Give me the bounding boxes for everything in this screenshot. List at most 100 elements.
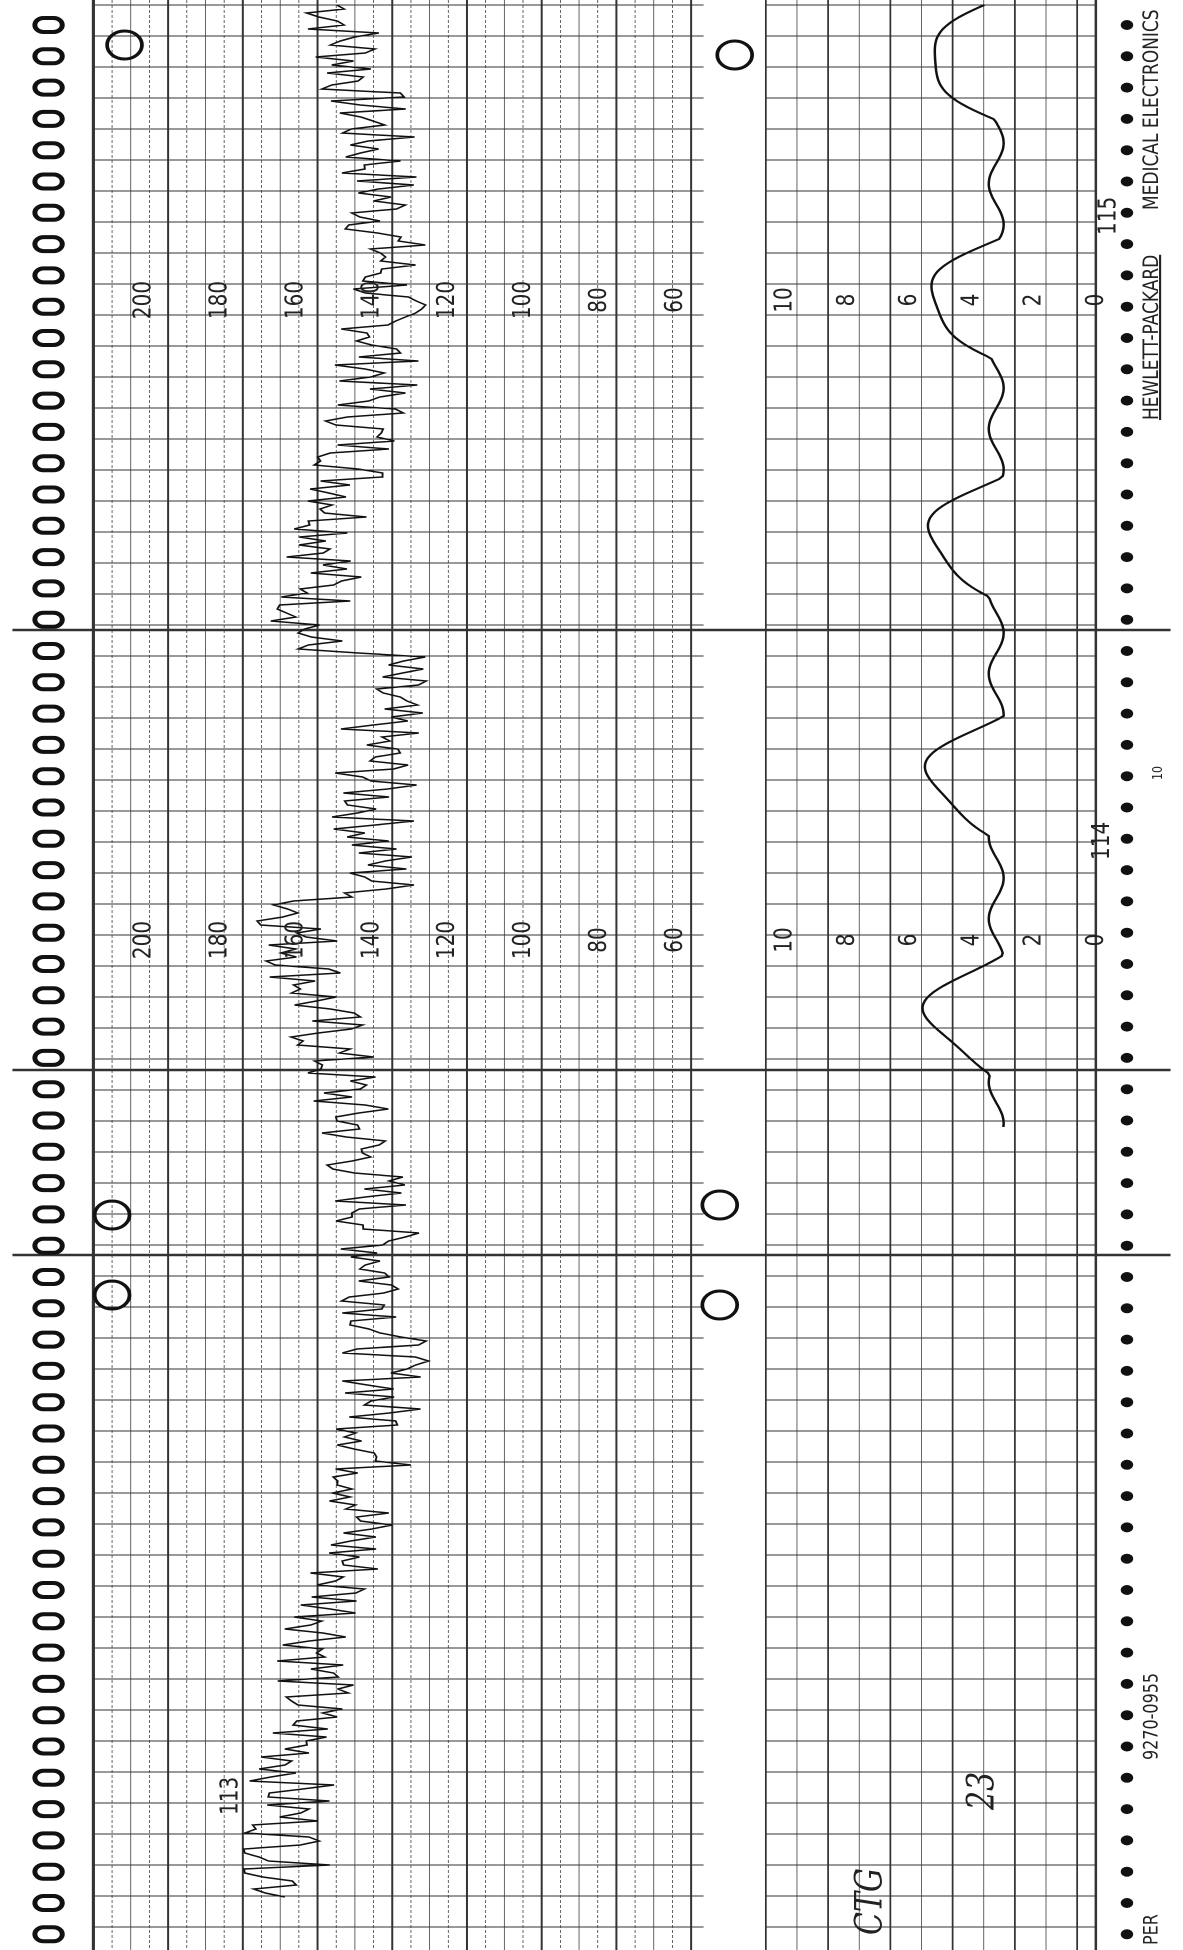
fhr-scale-label: 200: [128, 921, 157, 959]
paper: 113 114 115 HEWLETT-PACKARD MEDICAL ELEC…: [0, 0, 1183, 1950]
dot: [1121, 396, 1133, 406]
uc-scale-label: 10: [770, 927, 799, 952]
dot: [1121, 646, 1133, 656]
marker: 10: [1149, 766, 1166, 780]
dot: [1121, 1429, 1133, 1439]
uc-scale-label: 4: [956, 934, 985, 947]
dot: [1121, 1585, 1133, 1595]
dot: [1121, 865, 1133, 875]
page-number: 115: [1093, 197, 1122, 235]
dot: [1121, 834, 1133, 844]
brand: HEWLETT-PACKARD: [1138, 255, 1163, 420]
dot: [1121, 803, 1133, 813]
dot: [1121, 333, 1133, 343]
fhr-scale-label: 180: [204, 921, 233, 959]
dot: [1121, 1773, 1133, 1783]
uc-scale-label: 8: [832, 294, 861, 307]
dot: [1121, 364, 1133, 374]
dot: [1121, 1679, 1133, 1689]
fhr-scale-label: 100: [508, 281, 537, 319]
dot: [1121, 177, 1133, 187]
dot: [1121, 1178, 1133, 1188]
dot: [1121, 1460, 1133, 1470]
dot: [1121, 677, 1133, 687]
dot: [1121, 1554, 1133, 1564]
dot: [1121, 1272, 1133, 1282]
dot: [1121, 1929, 1133, 1939]
paper-label: PER: [1140, 1914, 1163, 1945]
fhr-scale-label: 140: [356, 921, 385, 959]
dot: [1121, 1084, 1133, 1094]
fhr-scale-label: 200: [128, 281, 157, 319]
dot: [1121, 1303, 1133, 1313]
dot: [1121, 1366, 1133, 1376]
dot: [1121, 896, 1133, 906]
division: MEDICAL ELECTRONICS: [1138, 9, 1163, 210]
dot: [1121, 583, 1133, 593]
dot: [1121, 740, 1133, 750]
fhr-scale-label: 60: [660, 927, 689, 952]
dot: [1121, 51, 1133, 61]
dot: [1121, 1209, 1133, 1219]
dot: [1121, 615, 1133, 625]
dot: [1121, 1898, 1133, 1908]
uc-scale-label: 0: [1081, 294, 1110, 307]
dot: [1121, 458, 1133, 468]
dot: [1121, 1867, 1133, 1877]
annotation: 23: [959, 1772, 1002, 1811]
dot: [1121, 1022, 1133, 1032]
dot: [1121, 1710, 1133, 1720]
uc-scale-label: 10: [770, 287, 799, 312]
fhr-scale-label: 80: [584, 927, 613, 952]
dot: [1121, 990, 1133, 1000]
dot: [1121, 427, 1133, 437]
uc-scale-label: 8: [832, 934, 861, 947]
page-number: 113: [215, 1777, 244, 1815]
ctg-strip: 113 114 115 HEWLETT-PACKARD MEDICAL ELEC…: [0, 0, 1183, 1950]
dot: [1121, 1397, 1133, 1407]
annotation: CTG: [847, 1868, 890, 1935]
dot: [1121, 771, 1133, 781]
fhr-scale-label: 120: [432, 281, 461, 319]
uc-scale-label: 2: [1019, 934, 1048, 947]
fhr-scale-label: 160: [280, 281, 309, 319]
dot: [1121, 1522, 1133, 1532]
dot: [1121, 1835, 1133, 1845]
dot: [1121, 928, 1133, 938]
fhr-scale-label: 140: [356, 281, 385, 319]
paper-code: 9270-0955: [1140, 1673, 1163, 1760]
dot: [1121, 270, 1133, 280]
dot: [1121, 1335, 1133, 1345]
dot: [1121, 959, 1133, 969]
dot: [1121, 1116, 1133, 1126]
dot: [1121, 490, 1133, 500]
dot: [1121, 20, 1133, 30]
dot: [1121, 208, 1133, 218]
dot: [1121, 521, 1133, 531]
dot: [1121, 145, 1133, 155]
dot: [1121, 239, 1133, 249]
dot: [1121, 1616, 1133, 1626]
fhr-scale-label: 160: [280, 921, 309, 959]
page-number: 114: [1087, 822, 1116, 860]
dot: [1121, 1147, 1133, 1157]
dot: [1121, 1053, 1133, 1063]
fhr-scale-label: 80: [584, 287, 613, 312]
fhr-scale-label: 120: [432, 921, 461, 959]
fhr-scale-label: 180: [204, 281, 233, 319]
dot: [1121, 114, 1133, 124]
dot: [1121, 1742, 1133, 1752]
dot: [1121, 709, 1133, 719]
dot: [1121, 1648, 1133, 1658]
dot: [1121, 1491, 1133, 1501]
uc-scale-label: 4: [956, 294, 985, 307]
dot: [1121, 302, 1133, 312]
dot: [1121, 552, 1133, 562]
dot: [1121, 1241, 1133, 1251]
dot: [1121, 83, 1133, 93]
uc-scale-label: 2: [1019, 294, 1048, 307]
dot: [1121, 1804, 1133, 1814]
uc-scale-label: 6: [894, 294, 923, 307]
uc-scale-label: 0: [1081, 934, 1110, 947]
fhr-scale-label: 100: [508, 921, 537, 959]
